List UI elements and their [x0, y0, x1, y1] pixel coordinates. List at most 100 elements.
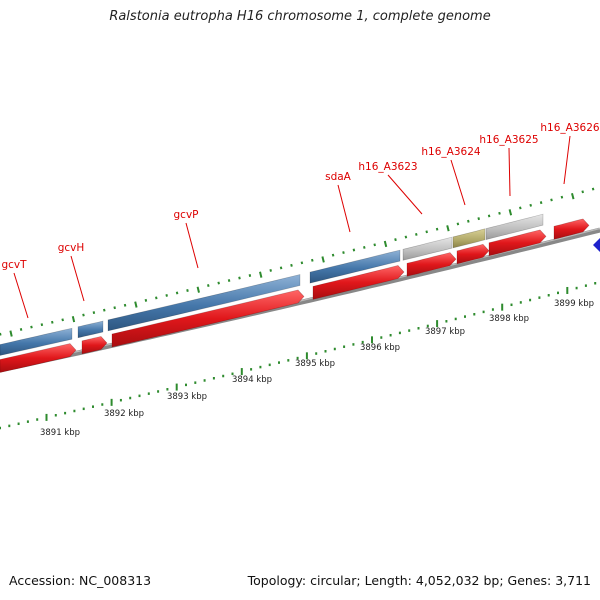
outer-tick — [591, 187, 595, 191]
outer-tick — [71, 316, 76, 323]
gene-label-sdaA: sdaA — [325, 171, 352, 183]
outer-tick — [113, 306, 116, 310]
outer-tick — [394, 238, 397, 242]
outer-tick — [279, 266, 283, 270]
leader-gcvP — [185, 222, 199, 269]
outer-tick — [123, 303, 127, 307]
outer-tick — [207, 284, 210, 287]
outer-tick — [165, 294, 168, 297]
leader-gcvT — [13, 272, 29, 319]
leader-h16_A3625 — [508, 147, 511, 197]
feature-track — [0, 213, 544, 356]
outer-tick — [9, 330, 13, 337]
outer-tick — [259, 271, 263, 278]
outer-tick — [103, 308, 106, 312]
gene-label-h16_A3624: h16_A3624 — [421, 146, 480, 158]
outer-tick — [290, 263, 293, 267]
gene-label-h16_A3623: h16_A3623 — [358, 161, 417, 173]
outer-tick — [30, 325, 33, 329]
outer-tick — [155, 296, 158, 300]
outer-tick-ring — [0, 187, 595, 337]
scale-labels: 3891 kbp 3892 kbp 3893 kbp 3894 kbp 3895 kbp… — [40, 299, 594, 438]
scale-label: 3895 kbp — [295, 359, 335, 369]
outer-tick — [196, 286, 200, 293]
leader-sdaA — [337, 184, 351, 233]
outer-tick — [373, 243, 376, 247]
outer-tick — [550, 198, 553, 202]
gene-label-gcvT: gcvT — [1, 259, 27, 271]
outer-tick — [342, 251, 345, 255]
outer-tick — [186, 289, 189, 292]
outer-tick — [238, 276, 241, 280]
scale-label: 3896 kbp — [360, 343, 400, 353]
outer-tick — [446, 225, 450, 232]
feature-gcvT — [0, 327, 73, 356]
outer-tick — [539, 201, 543, 205]
outer-tick — [51, 320, 54, 324]
outer-tick — [477, 217, 480, 221]
feature-h16_A3625 — [485, 213, 544, 240]
leader-gcvH — [70, 255, 85, 302]
outer-tick — [331, 253, 335, 257]
outer-tick — [456, 222, 460, 226]
scale-label: 3891 kbp — [40, 428, 80, 438]
outer-tick — [217, 281, 220, 285]
outer-tick — [508, 209, 513, 216]
outer-tick — [92, 311, 96, 315]
cds-gcvT — [0, 343, 77, 373]
outer-tick — [519, 206, 522, 210]
gene-label-gcvP: gcvP — [174, 209, 199, 221]
outer-tick — [415, 232, 418, 236]
outer-tick — [321, 256, 325, 263]
outer-tick — [498, 211, 501, 215]
cds-gcvH — [81, 336, 108, 355]
outer-tick — [581, 190, 584, 194]
outer-tick — [175, 291, 179, 295]
outer-tick — [425, 230, 428, 234]
outer-tick — [529, 203, 532, 207]
outer-tick — [435, 227, 439, 231]
outer-tick — [19, 328, 23, 331]
scale-label: 3898 kbp — [489, 314, 529, 324]
outer-tick — [40, 323, 44, 327]
outer-tick — [571, 193, 575, 200]
outer-tick — [404, 235, 408, 239]
cds-h16_A3626 — [553, 218, 590, 240]
scale-label: 3892 kbp — [104, 409, 144, 419]
gene-label-gcvH: gcvH — [58, 242, 85, 254]
gene-label-h16_A3625: h16_A3625 — [479, 134, 538, 146]
leader-h16_A3624 — [450, 159, 466, 206]
outer-tick — [352, 248, 356, 252]
scale-label: 3899 kbp — [554, 299, 594, 309]
edge-arrow-icon — [593, 238, 600, 252]
outer-tick — [487, 214, 491, 218]
cds-sdaA — [312, 265, 405, 300]
feature-h16_A3624 — [452, 228, 486, 249]
outer-tick — [0, 332, 2, 336]
outer-tick — [134, 301, 138, 308]
outer-tick — [363, 245, 366, 249]
outer-tick — [144, 298, 148, 302]
map-title: Ralstonia eutropha H16 chromosome 1, com… — [109, 9, 491, 24]
cds-gcvP — [111, 289, 305, 348]
outer-tick — [383, 240, 388, 248]
accession-text: Accession: NC_008313 — [9, 573, 152, 588]
cds-h16_A3625 — [488, 229, 547, 257]
scale-label: 3897 kbp — [425, 327, 465, 337]
scale-label: 3893 kbp — [167, 392, 207, 402]
feature-sdaA — [309, 249, 401, 284]
outer-tick — [311, 258, 314, 262]
gene-label-h16_A3626: h16_A3626 — [540, 122, 599, 134]
leader-h16_A3626 — [563, 135, 571, 185]
outer-tick — [300, 261, 304, 265]
outer-tick — [82, 313, 85, 317]
outer-tick — [227, 279, 231, 282]
outer-tick — [248, 274, 252, 277]
outer-tick — [269, 268, 272, 272]
scale-label: 3894 kbp — [232, 375, 272, 385]
feature-h16_A3623 — [402, 236, 453, 261]
cds-h16_A3624 — [456, 243, 490, 265]
gene-labels: gcvTgcvHgcvPsdaAh16_A3623h16_A3624h16_A3… — [1, 122, 600, 319]
outer-tick — [61, 318, 64, 322]
